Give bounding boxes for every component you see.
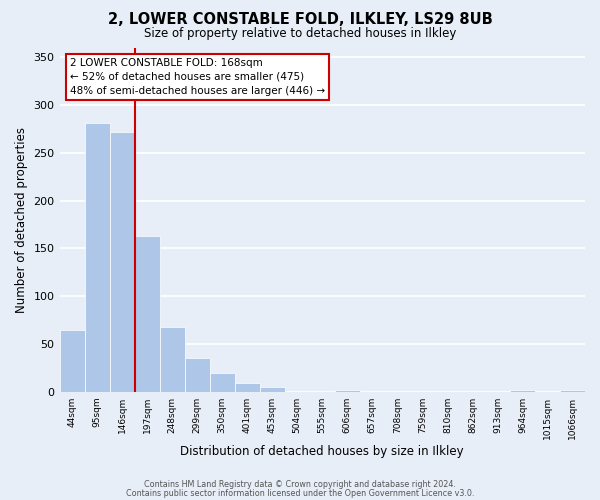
Bar xyxy=(335,390,360,392)
Text: 2 LOWER CONSTABLE FOLD: 168sqm
← 52% of detached houses are smaller (475)
48% of: 2 LOWER CONSTABLE FOLD: 168sqm ← 52% of … xyxy=(70,58,325,96)
Text: Contains HM Land Registry data © Crown copyright and database right 2024.: Contains HM Land Registry data © Crown c… xyxy=(144,480,456,489)
Text: 2, LOWER CONSTABLE FOLD, ILKLEY, LS29 8UB: 2, LOWER CONSTABLE FOLD, ILKLEY, LS29 8U… xyxy=(107,12,493,28)
X-axis label: Distribution of detached houses by size in Ilkley: Distribution of detached houses by size … xyxy=(181,444,464,458)
Bar xyxy=(134,236,160,392)
Bar xyxy=(560,390,585,392)
Text: Contains public sector information licensed under the Open Government Licence v3: Contains public sector information licen… xyxy=(126,488,474,498)
Bar xyxy=(235,384,260,392)
Bar xyxy=(85,123,110,392)
Bar xyxy=(110,132,134,392)
Text: Size of property relative to detached houses in Ilkley: Size of property relative to detached ho… xyxy=(144,28,456,40)
Bar xyxy=(209,373,235,392)
Bar xyxy=(160,327,185,392)
Y-axis label: Number of detached properties: Number of detached properties xyxy=(15,126,28,312)
Bar xyxy=(260,387,285,392)
Bar xyxy=(510,390,535,392)
Bar xyxy=(59,330,85,392)
Bar xyxy=(185,358,209,392)
